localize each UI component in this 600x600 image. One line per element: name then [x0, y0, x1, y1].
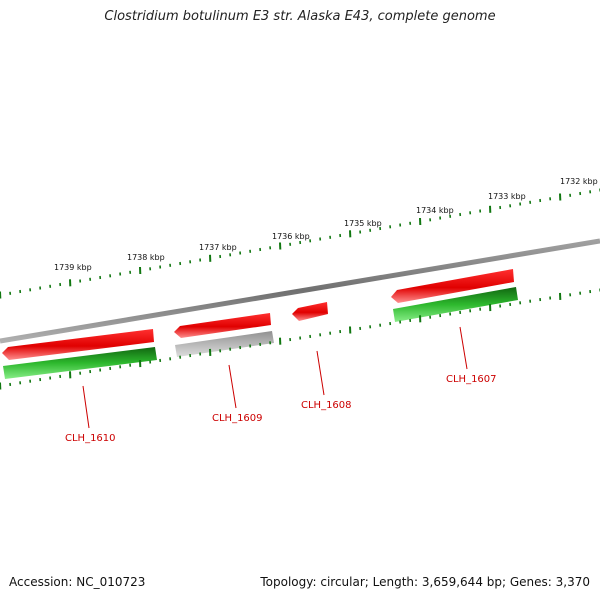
- cds-bar-clh-1610[interactable]: [3, 347, 157, 379]
- gene-features: [2, 269, 514, 360]
- tick-label-1734: 1734 kbp: [416, 206, 454, 215]
- gene-arrow-clh-1609[interactable]: [174, 313, 271, 338]
- leader-line-clh-1609: [228, 364, 237, 409]
- cds-features: [3, 287, 518, 379]
- cds-bar-clh-1609[interactable]: [175, 331, 274, 357]
- leader-line-clh-1610: [82, 385, 90, 429]
- outer-tick-ring: [0, 188, 600, 299]
- cds-bar-clh-1607[interactable]: [393, 287, 518, 322]
- accession-label: Accession: NC_010723: [9, 575, 146, 589]
- tick-labels: 1739 kbp 1738 kbp 1737 kbp 1736 kbp 1735…: [54, 177, 598, 272]
- tick-label-1738: 1738 kbp: [127, 253, 165, 262]
- gene-arrow-clh-1608[interactable]: [292, 302, 328, 321]
- page-title: Clostridium botulinum E3 str. Alaska E43…: [104, 9, 496, 24]
- tick-label-1732: 1732 kbp: [560, 177, 598, 186]
- leader-line-clh-1608: [316, 350, 325, 396]
- tick-label-1736: 1736 kbp: [272, 232, 310, 241]
- topology-summary: Topology: circular; Length: 3,659,644 bp…: [260, 575, 590, 589]
- inner-tick-ring: [0, 288, 600, 390]
- gene-label-clh-1608[interactable]: CLH_1608: [301, 400, 352, 411]
- leader-line-clh-1607: [459, 326, 468, 370]
- outer-minor-ticks: [9, 188, 600, 295]
- gene-label-clh-1609[interactable]: CLH_1609: [212, 413, 263, 424]
- gene-label-leaders: [82, 326, 468, 429]
- gene-labels: CLH_1610 CLH_1609 CLH_1608 CLH_1607: [65, 374, 497, 444]
- inner-major-ticks: [0, 292, 562, 390]
- gene-label-clh-1610[interactable]: CLH_1610: [65, 433, 116, 444]
- tick-label-1735: 1735 kbp: [344, 219, 382, 228]
- gene-arrow-clh-1607[interactable]: [391, 269, 514, 303]
- gene-label-clh-1607[interactable]: CLH_1607: [446, 374, 497, 385]
- outer-major-ticks: [0, 193, 562, 299]
- tick-label-1733: 1733 kbp: [488, 192, 526, 201]
- gene-arrow-clh-1610[interactable]: [2, 329, 154, 360]
- tick-label-1739: 1739 kbp: [54, 263, 92, 272]
- genome-backbone: [0, 238, 600, 344]
- inner-minor-ticks: [9, 288, 600, 386]
- tick-label-1737: 1737 kbp: [199, 243, 237, 252]
